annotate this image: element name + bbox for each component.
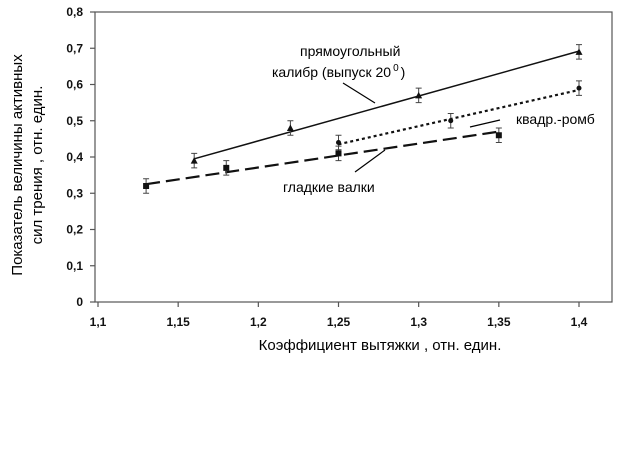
y-tick-label: 0,1 [66, 259, 83, 273]
series-line [338, 88, 580, 146]
y-tick-label: 0,5 [66, 114, 83, 128]
data-point [448, 118, 454, 124]
annotation-rect-calibre: прямоугольный калибр (выпуск 20 0) [272, 43, 405, 104]
x-tick-label: 1,25 [327, 315, 351, 329]
series-line [193, 50, 580, 160]
annotation-rect-line2-text: калибр (выпуск 20 [272, 64, 391, 80]
annotation-rhomb: квадр.-ромб [469, 111, 595, 128]
annotation-rect-line2: калибр (выпуск 20 0) [272, 63, 405, 80]
series-1 [190, 44, 583, 169]
y-tick-label: 0,8 [66, 5, 83, 19]
annotation-rhomb-leader [469, 119, 501, 128]
annotation-smooth-label: гладкие валки [283, 179, 375, 195]
y-tick-label: 0,6 [66, 78, 83, 92]
y-tick-label: 0,7 [66, 41, 83, 55]
y-tick-label: 0,2 [66, 223, 83, 237]
x-tick-label: 1,15 [166, 315, 190, 329]
y-axis-title: Показатель величины активных сил трения … [9, 54, 46, 276]
series-2 [335, 80, 582, 151]
x-tick-label: 1,2 [250, 315, 267, 329]
data-point [286, 124, 294, 131]
data-point [415, 91, 423, 99]
y-tick-label: 0 [76, 295, 83, 309]
annotation-rect-leader [342, 82, 376, 104]
x-tick-label: 1,35 [487, 315, 511, 329]
y-axis-title-line1: Показатель величины активных [9, 54, 26, 276]
x-tick-label: 1,3 [410, 315, 427, 329]
data-point [336, 140, 341, 145]
data-point [576, 85, 582, 91]
x-tick-label: 1,4 [571, 315, 588, 329]
data-point [575, 48, 583, 55]
annotation-smooth: гладкие валки [283, 149, 386, 195]
annotation-rect-sup: 0 [393, 63, 399, 74]
series-3 [143, 127, 502, 194]
y-axis-title-line2: сил трения , отн. един. [29, 86, 46, 245]
annotation-rhomb-label: квадр.-ромб [516, 111, 595, 127]
annotation-smooth-leader [354, 149, 386, 173]
series-layer [143, 44, 583, 194]
y-tick-label: 0,3 [66, 186, 83, 200]
x-ticks: 1,1 1,15 1,2 1,25 1,3 1,35 1,4 [90, 302, 588, 329]
x-tick-label: 1,1 [90, 315, 107, 329]
data-point [495, 132, 502, 139]
data-point [335, 150, 342, 157]
annotation-rect-line1: прямоугольный [300, 43, 400, 59]
data-point [190, 157, 198, 164]
x-axis-title: Коэффициент вытяжки , отн. един. [259, 337, 502, 354]
data-point [143, 183, 150, 189]
annotation-rect-close: ) [401, 64, 406, 80]
data-point [223, 164, 230, 171]
y-ticks: 0 0,1 0,2 0,3 0,4 0,5 0,6 0,7 0,8 [66, 5, 95, 309]
y-tick-label: 0,4 [66, 150, 83, 164]
